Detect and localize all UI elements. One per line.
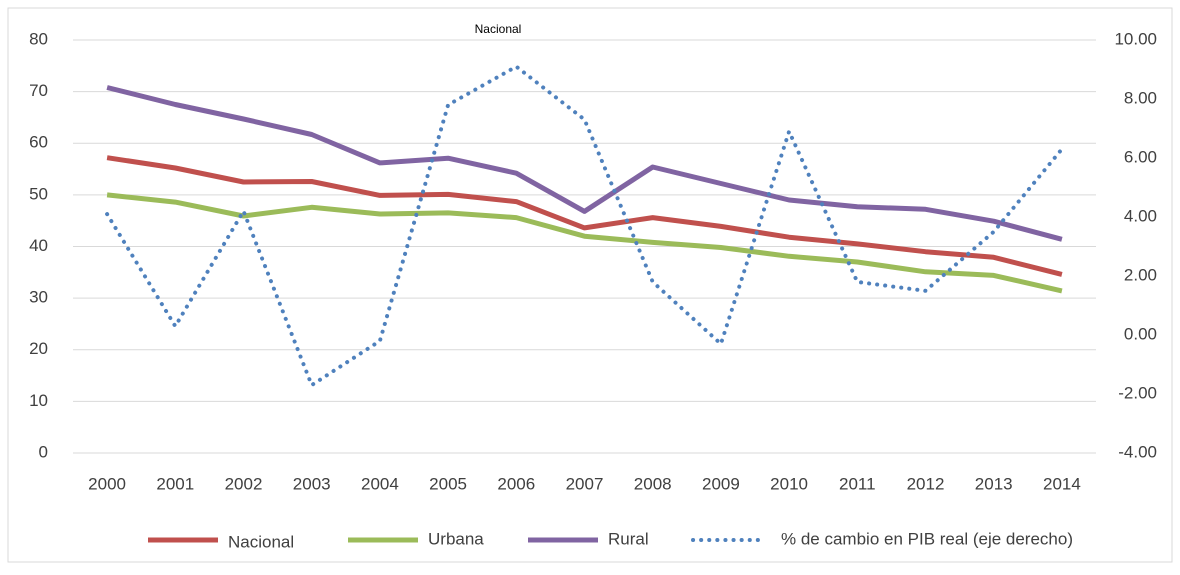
y-tick-label: 40 [29, 236, 48, 255]
y2-tick-label: 6.00 [1124, 147, 1157, 166]
y2-tick-label: 0.00 [1124, 324, 1157, 343]
x-tick-label: 2008 [634, 474, 672, 493]
x-tick-label: 2005 [429, 474, 467, 493]
y2-tick-label: 10.00 [1114, 29, 1157, 48]
x-tick-label: 2013 [975, 474, 1013, 493]
y-tick-label: 30 [29, 288, 48, 307]
x-tick-label: 2004 [361, 474, 399, 493]
x-tick-label: 2002 [225, 474, 263, 493]
series-line [106, 192, 1063, 294]
y-tick-label: 10 [29, 391, 48, 410]
y2-tick-label: -2.00 [1118, 383, 1157, 402]
y-tick-label: 70 [29, 81, 48, 100]
x-tick-label: 2010 [770, 474, 808, 493]
series-line [106, 155, 1063, 277]
legend-label: Rural [608, 529, 649, 548]
legend-label: % de cambio en PIB real (eje derecho) [781, 529, 1073, 548]
chart-title: Nacional [475, 22, 522, 36]
y2-tick-label: -4.00 [1118, 442, 1157, 461]
x-tick-label: 2001 [156, 474, 194, 493]
x-tick-label: 2009 [702, 474, 740, 493]
y2-tick-label: 2.00 [1124, 265, 1157, 284]
chart-border [7, 7, 1173, 563]
x-tick-label: 2014 [1043, 474, 1081, 493]
x-tick-label: 2012 [907, 474, 945, 493]
y-tick-label: 60 [29, 133, 48, 152]
x-tick-label: 2006 [497, 474, 535, 493]
x-tick-label: 2007 [566, 474, 604, 493]
legend-label: Nacional [228, 532, 294, 551]
y-tick-label: 80 [29, 29, 48, 48]
x-tick-label: 2011 [839, 474, 876, 493]
y-tick-label: 50 [29, 184, 48, 203]
y-tick-label: 0 [39, 442, 48, 461]
y2-tick-label: 4.00 [1124, 206, 1157, 225]
y2-tick-label: 8.00 [1124, 88, 1157, 107]
x-tick-label: 2003 [293, 474, 331, 493]
series-line [105, 64, 1064, 389]
series-line [106, 85, 1063, 242]
y-tick-label: 20 [29, 339, 48, 358]
x-tick-label: 2000 [88, 474, 126, 493]
legend-label: Urbana [428, 529, 484, 548]
